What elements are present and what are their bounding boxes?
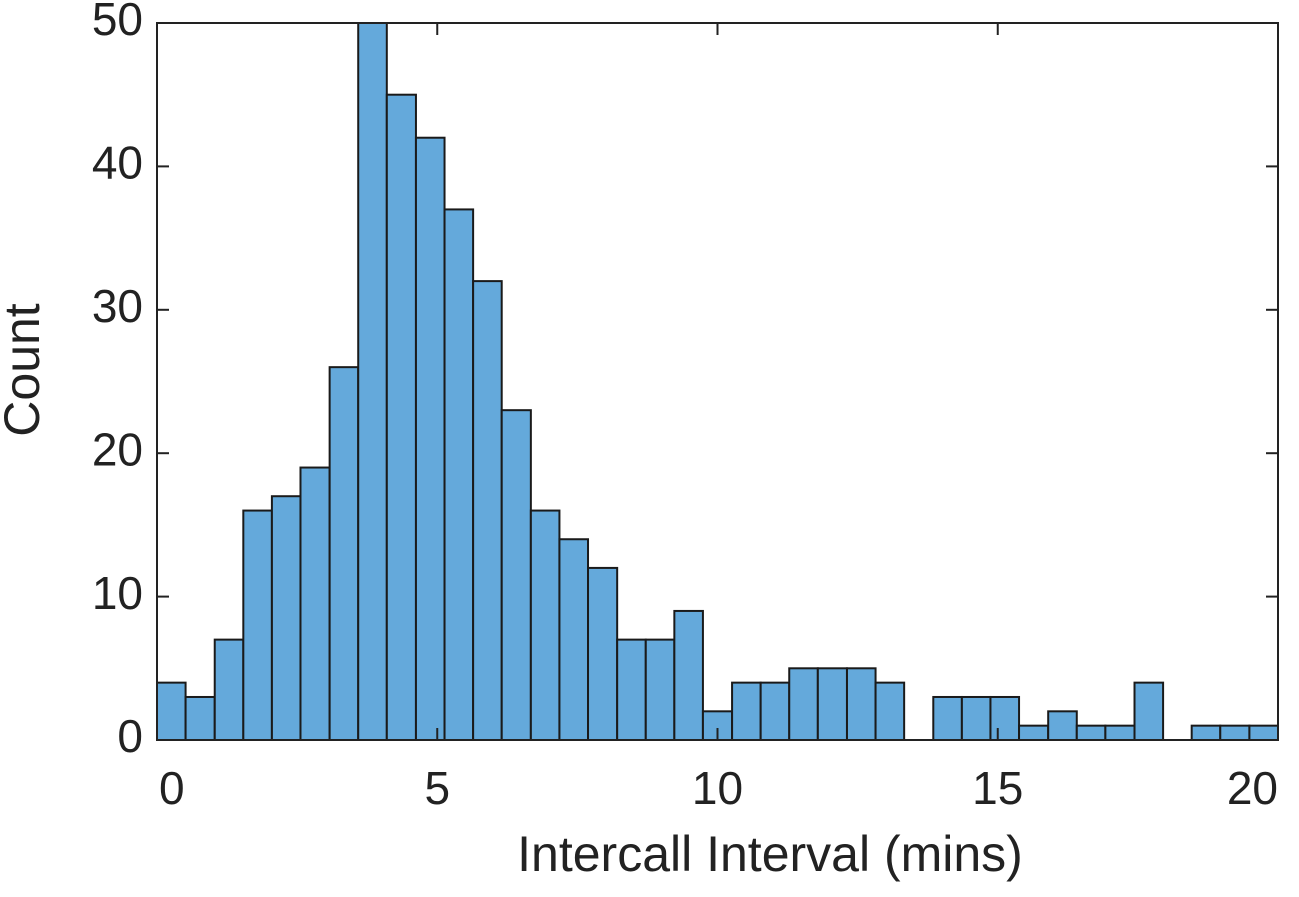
bar bbox=[874, 681, 906, 742]
bar bbox=[500, 409, 532, 741]
bar bbox=[1075, 724, 1107, 741]
bar bbox=[529, 509, 561, 741]
bar bbox=[616, 638, 647, 741]
bar bbox=[644, 638, 676, 741]
bar bbox=[1047, 710, 1078, 742]
bar bbox=[1104, 724, 1136, 741]
x-tick-label: 5 bbox=[424, 762, 450, 814]
bar bbox=[932, 695, 963, 741]
x-tick-label: 10 bbox=[692, 762, 743, 814]
bar bbox=[788, 667, 819, 741]
bar bbox=[1248, 724, 1280, 741]
bar bbox=[960, 695, 992, 741]
bar bbox=[270, 495, 302, 741]
bar bbox=[816, 667, 848, 741]
bar bbox=[184, 695, 216, 741]
bar bbox=[1018, 724, 1050, 741]
bar bbox=[385, 93, 417, 741]
bar bbox=[558, 538, 590, 741]
x-tick-label: 0 bbox=[159, 762, 185, 814]
bar bbox=[673, 609, 704, 741]
bar bbox=[731, 681, 762, 742]
x-tick-label: 20 bbox=[1227, 762, 1278, 814]
y-tick-label: 40 bbox=[92, 137, 143, 189]
bar bbox=[1133, 681, 1165, 742]
bar bbox=[989, 695, 1021, 741]
y-tick-label: 20 bbox=[92, 423, 143, 475]
y-tick-label: 30 bbox=[92, 280, 143, 332]
x-axis-title: Intercall Interval (mins) bbox=[517, 826, 1023, 882]
bar bbox=[299, 466, 331, 741]
bar bbox=[328, 366, 360, 741]
bar bbox=[357, 22, 388, 741]
bar bbox=[1190, 724, 1222, 741]
bar bbox=[1219, 724, 1251, 741]
bar bbox=[156, 681, 187, 742]
y-tick-label: 0 bbox=[117, 710, 143, 762]
bar bbox=[587, 566, 619, 741]
y-tick-label: 50 bbox=[92, 0, 143, 45]
bar bbox=[443, 208, 475, 742]
y-tick-label: 10 bbox=[92, 567, 143, 619]
bar bbox=[242, 509, 273, 741]
bar bbox=[213, 638, 245, 741]
y-axis-title: Count bbox=[0, 303, 50, 437]
bar bbox=[472, 280, 503, 741]
bar bbox=[759, 681, 791, 742]
bar bbox=[845, 667, 877, 741]
x-tick-label: 15 bbox=[972, 762, 1023, 814]
bar bbox=[414, 136, 446, 742]
